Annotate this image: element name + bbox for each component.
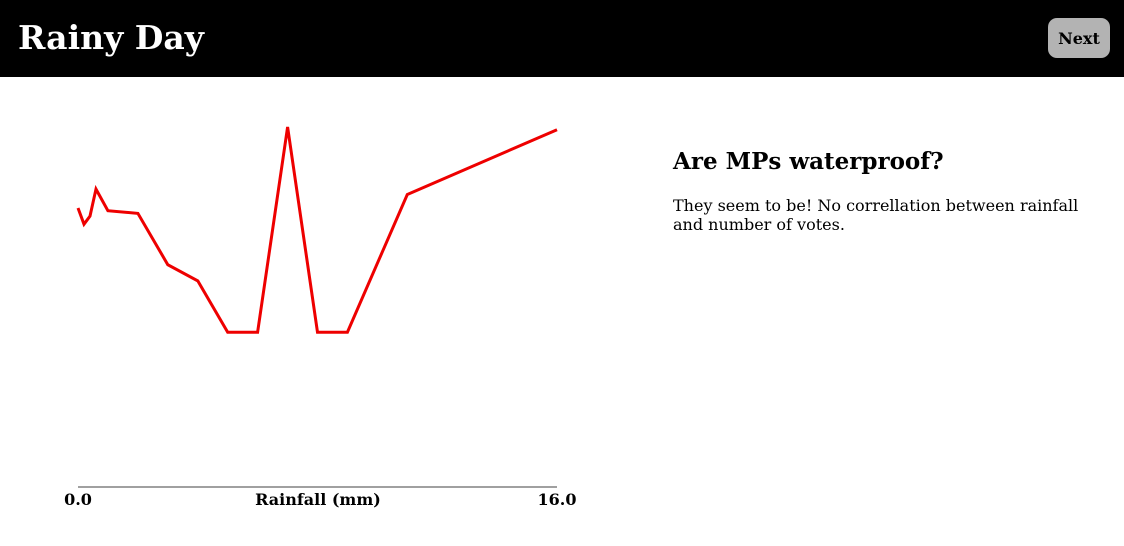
x-tick-label-min: 0.0 <box>64 490 92 509</box>
x-axis-label: Rainfall (mm) <box>255 490 381 509</box>
side-heading: Are MPs waterproof? <box>673 148 944 175</box>
series-line <box>76 126 558 334</box>
x-tick-label-max: 16.0 <box>538 490 577 509</box>
next-button[interactable]: Next <box>1048 18 1110 58</box>
rainfall-chart: 0.0 Rainfall (mm) 16.0 <box>64 126 577 509</box>
header-bar: Rainy Day Next <box>0 0 1124 77</box>
page-title: Rainy Day <box>18 18 204 57</box>
side-description: They seem to be! No correllation between… <box>673 196 1079 234</box>
